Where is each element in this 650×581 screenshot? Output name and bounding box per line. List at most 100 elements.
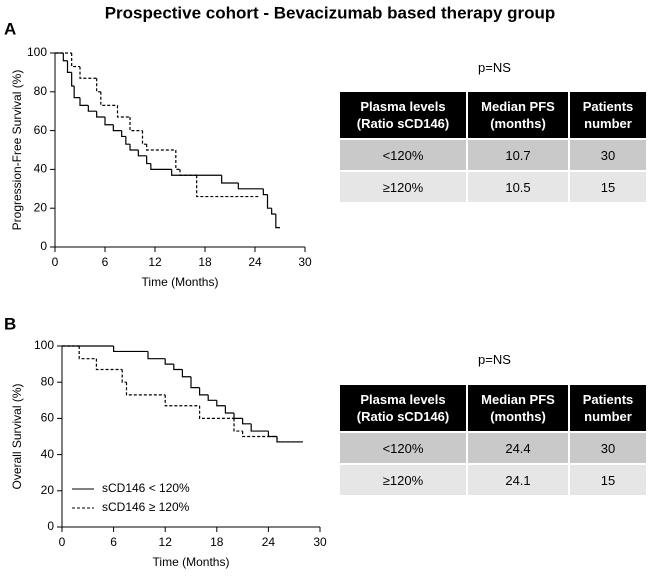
km-step [96, 111, 105, 118]
km-step [181, 369, 191, 378]
table-cell: 24.4 [466, 431, 570, 465]
km-step [87, 105, 97, 112]
y-tick-label: 20 [41, 483, 55, 497]
km-step [113, 346, 148, 353]
km-step [71, 72, 75, 87]
x-tick-label: 6 [102, 255, 109, 269]
summary-table: Plasma levels (Ratio sCD146) Median PFS (mo… [338, 90, 648, 204]
km-step [262, 188, 268, 196]
header-line: number [584, 409, 632, 424]
km-step [73, 85, 80, 99]
legend-label: sCD146 ≥ 120% [102, 500, 190, 514]
table-row: <120% 24.4 30 [338, 431, 648, 465]
km-step [150, 163, 172, 170]
summary-table: Plasma levels (Ratio sCD146) Median PFS (mo… [338, 383, 648, 497]
table-cell: ≥120% [338, 170, 468, 204]
km-step [173, 364, 183, 371]
km-step [125, 136, 130, 145]
panel-label: B [4, 314, 16, 333]
km-step [276, 436, 303, 443]
header-cell: Median PFS (months) [466, 90, 570, 140]
x-tick-label: 6 [110, 535, 117, 549]
table-cell: 15 [568, 463, 648, 497]
y-tick-label: 60 [41, 411, 55, 425]
km-step [141, 130, 147, 145]
km-step [95, 358, 123, 371]
header-cell: Patients number [568, 90, 648, 140]
km-step [207, 394, 217, 401]
km-step [79, 66, 97, 79]
km-step [121, 130, 126, 138]
km-step [79, 97, 89, 106]
km-step [199, 387, 209, 396]
km-step [267, 431, 277, 438]
km-step [271, 208, 276, 215]
km-step [250, 423, 269, 432]
km-step [100, 91, 118, 106]
km-step [242, 431, 277, 438]
y-tick-label: 100 [27, 45, 47, 59]
km-step [179, 169, 197, 176]
km-step [216, 400, 226, 407]
km-step [233, 418, 243, 432]
km-step [221, 175, 239, 184]
y-tick-label: 20 [34, 200, 48, 214]
y-axis-title: Overall Survival (%) [10, 383, 24, 489]
x-tick-label: 30 [298, 255, 312, 269]
km-step [224, 405, 234, 414]
x-tick-label: 24 [248, 255, 262, 269]
x-tick-label: 18 [210, 535, 224, 549]
km-step [66, 60, 72, 73]
km-step [164, 358, 174, 365]
header-line: number [584, 116, 632, 131]
p-value: p=NS [478, 352, 511, 367]
y-tick-label: 100 [34, 338, 54, 352]
header-line: Patients [582, 99, 634, 114]
km-step [146, 155, 151, 165]
table-cell: 15 [568, 170, 648, 204]
km-step [146, 144, 176, 151]
km-step [121, 369, 127, 383]
x-tick-label: 24 [262, 535, 276, 549]
legend-label: sCD146 < 120% [102, 481, 190, 495]
km-step [266, 194, 272, 209]
km-step [175, 150, 180, 170]
table-cell: <120% [338, 431, 468, 465]
y-tick-label: 80 [41, 374, 55, 388]
y-tick-label: 0 [40, 239, 47, 253]
header-line: (months) [490, 116, 546, 131]
y-axis-title: Progression-Free Survival (%) [10, 70, 24, 231]
header-row: Plasma levels (Ratio sCD146) Median PFS (mo… [338, 90, 648, 140]
header-line: Patients [582, 392, 634, 407]
header-line: Median PFS [481, 99, 555, 114]
km-step [276, 436, 303, 443]
x-tick-label: 30 [313, 535, 327, 549]
header-line: (Ratio sCD146) [356, 116, 450, 131]
table-cell: <120% [338, 138, 468, 172]
table-cell: 10.7 [466, 138, 570, 172]
x-tick-label: 12 [148, 255, 162, 269]
table-cell: 10.5 [466, 170, 570, 204]
table-cell: 30 [568, 431, 648, 465]
header-cell: Patients number [568, 383, 648, 433]
header-line: (Ratio sCD146) [356, 409, 450, 424]
x-tick-label: 0 [52, 255, 59, 269]
table-cell: 30 [568, 138, 648, 172]
x-tick-label: 18 [198, 255, 212, 269]
table-row: ≥120% 24.1 15 [338, 463, 648, 497]
x-tick-label: 0 [59, 535, 66, 549]
km-step [199, 405, 234, 419]
chart-title: Prospective cohort - Bevacizumab based t… [105, 3, 556, 22]
table-row: ≥120% 10.5 15 [338, 170, 648, 204]
p-value: p=NS [478, 60, 511, 75]
x-tick-label: 12 [159, 535, 173, 549]
km-step [171, 169, 222, 176]
header-cell: Plasma levels (Ratio sCD146) [338, 90, 468, 140]
km-step [78, 346, 97, 360]
table-cell: 24.1 [466, 463, 570, 497]
km-step [196, 175, 260, 198]
header-line: Plasma levels [360, 99, 446, 114]
km-step [137, 150, 147, 157]
